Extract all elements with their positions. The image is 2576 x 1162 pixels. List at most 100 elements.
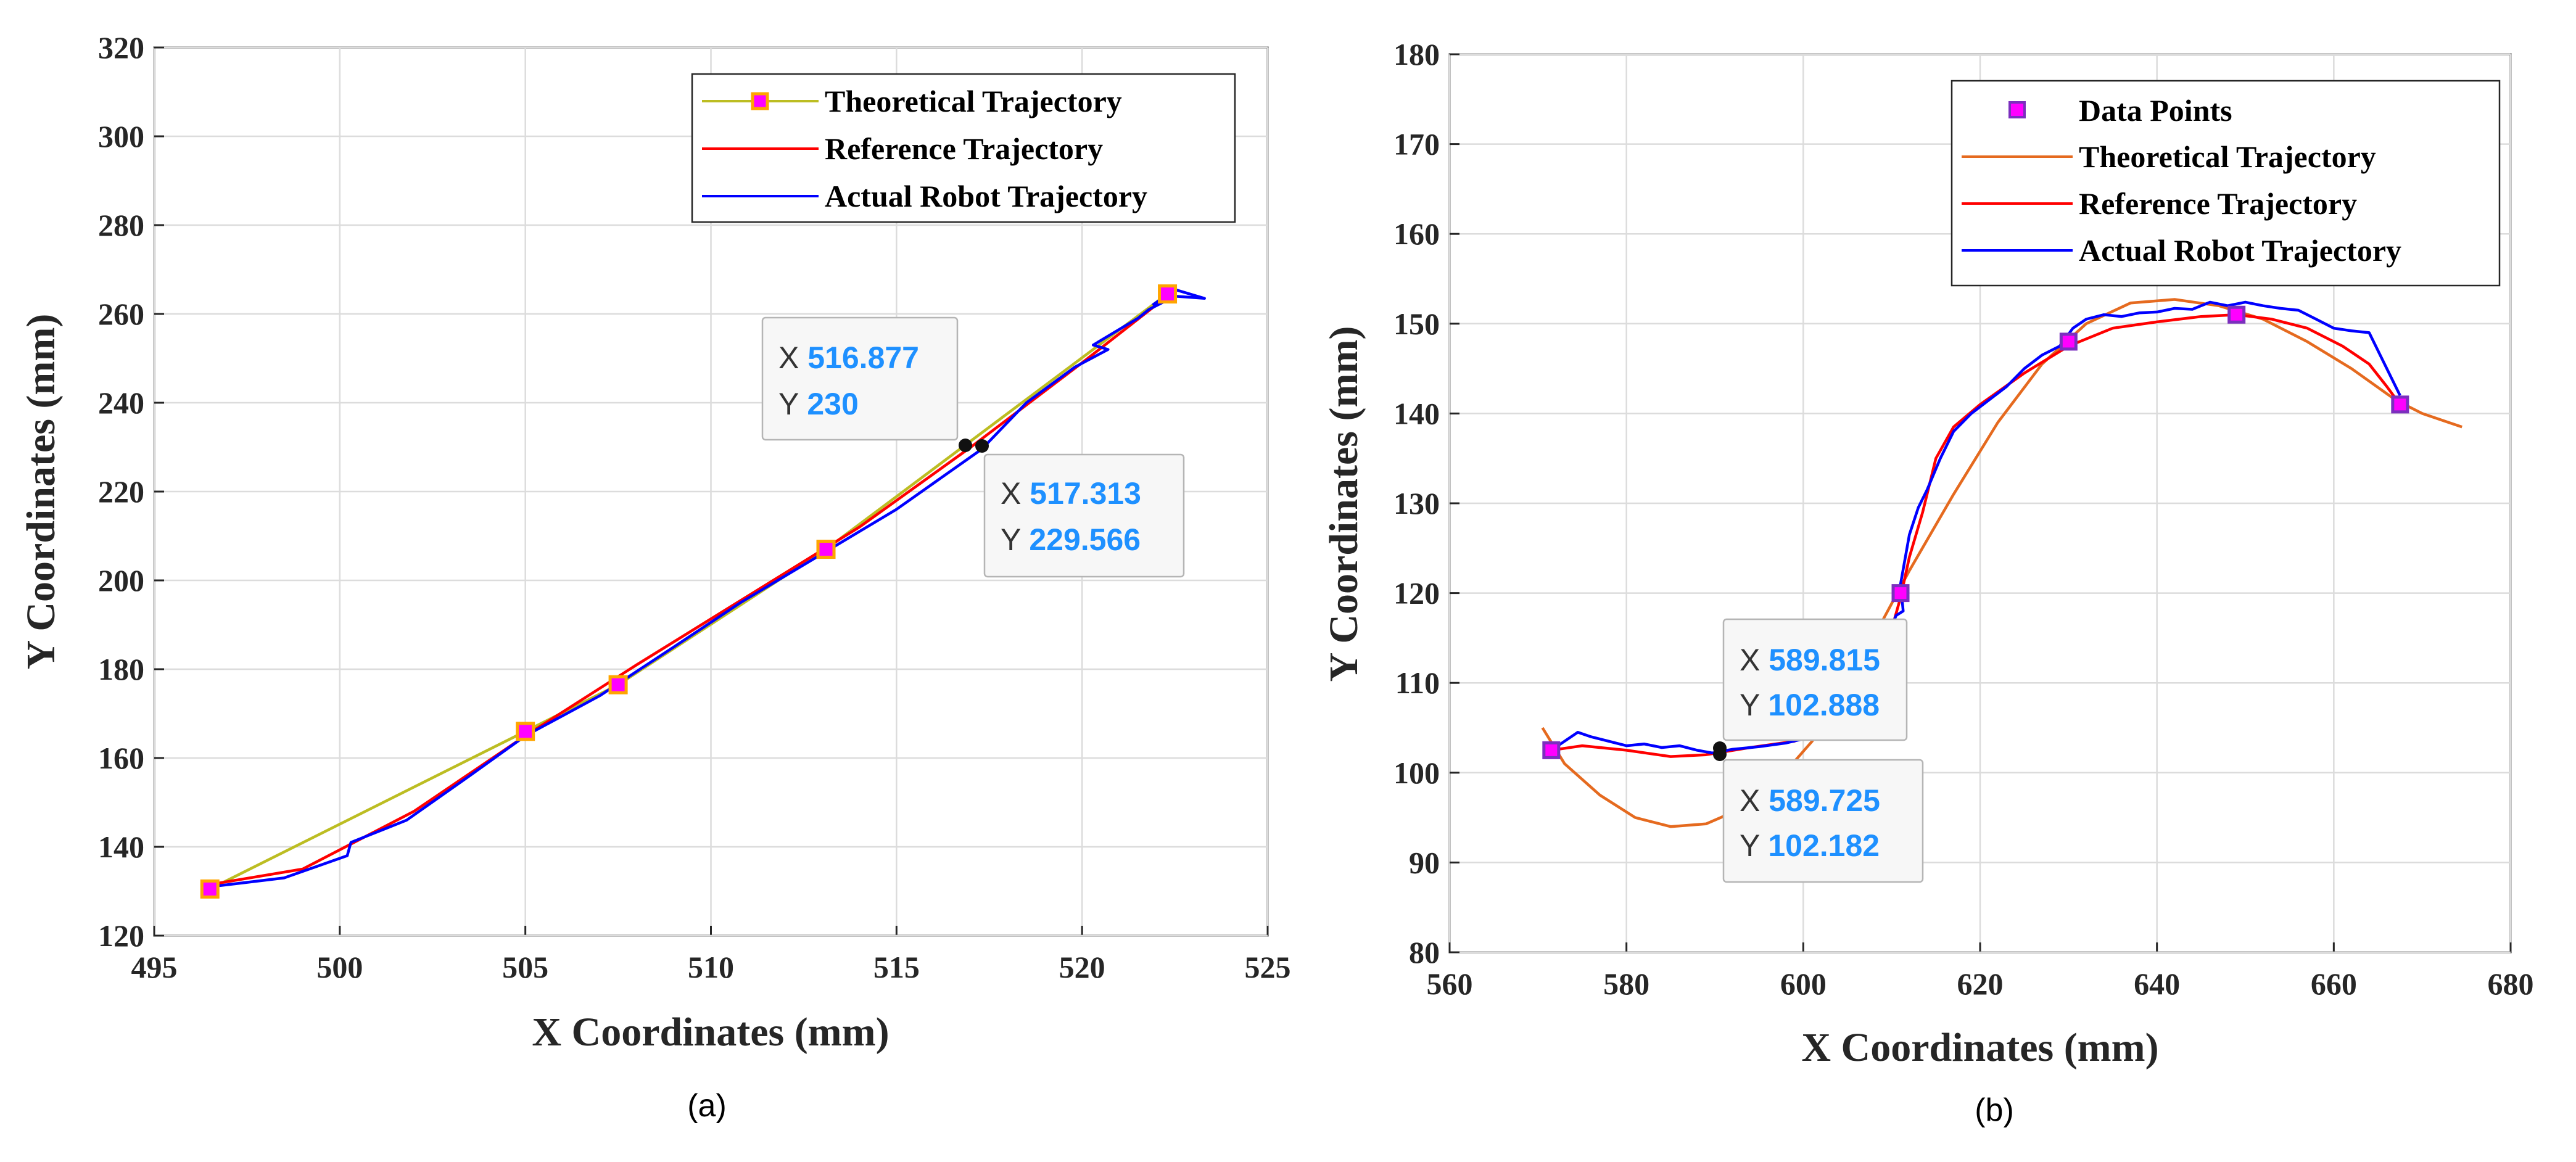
x-tick-label: 680 bbox=[2488, 966, 2534, 1001]
data-point-marker-a bbox=[1158, 284, 1178, 304]
y-tick-label: 110 bbox=[1395, 665, 1440, 700]
y-tick-label: 170 bbox=[1393, 127, 1440, 162]
datatip-point-b2[interactable] bbox=[1713, 748, 1727, 761]
datatip-a1[interactable]: X 516.877 Y 230 bbox=[761, 316, 959, 441]
x-tick-label: 510 bbox=[688, 950, 734, 984]
y-ticks-b: 80 90 100 110 120 130 140 150 160 170 180 bbox=[1393, 37, 1440, 970]
datatip-x-value-b2: 589.725 bbox=[1769, 783, 1880, 818]
x-ticks-b: 560 580 600 620 640 660 680 bbox=[1427, 966, 2534, 1001]
markers-a bbox=[200, 284, 1178, 899]
y-tick-label: 120 bbox=[98, 918, 144, 953]
y-tick-label: 240 bbox=[98, 385, 144, 420]
y-tick-label: 180 bbox=[1393, 37, 1440, 72]
x-tick-label: 520 bbox=[1059, 950, 1105, 984]
x-tick-label: 640 bbox=[2134, 966, 2180, 1001]
legend-label-datapoints-b: Data Points bbox=[2079, 93, 2232, 128]
data-point-marker-b bbox=[2227, 305, 2246, 324]
datatip-x-label-b2: X bbox=[1740, 783, 1769, 818]
legend-entry-actual-b: Actual Robot Trajectory bbox=[1962, 233, 2401, 268]
x-axis-title-a: X Coordinates (mm) bbox=[532, 1010, 889, 1055]
datatip-point-a1[interactable] bbox=[959, 439, 972, 452]
datatip-point-a2[interactable] bbox=[975, 439, 989, 453]
legend-label-actual-a: Actual Robot Trajectory bbox=[825, 179, 1147, 213]
y-axis-title-a: Y Coordinates (mm) bbox=[19, 314, 64, 670]
datatip-x-label-a2: X bbox=[1001, 476, 1030, 511]
legend-entry-actual-a: Actual Robot Trajectory bbox=[702, 179, 1147, 213]
data-point-marker-a bbox=[608, 675, 628, 694]
svg-text:X 517.313: X 517.313 bbox=[1001, 476, 1141, 511]
datatip-x-label-a1: X bbox=[778, 340, 807, 375]
datatip-x-value-a2: 517.313 bbox=[1030, 476, 1141, 511]
svg-text:X 589.725: X 589.725 bbox=[1740, 783, 1880, 818]
datatip-x-label-b1: X bbox=[1740, 643, 1769, 677]
y-ticks-a: 120 140 160 180 200 220 240 260 280 300 320 bbox=[98, 30, 144, 953]
markers-b bbox=[1542, 305, 2409, 759]
data-point-marker-b bbox=[1891, 584, 1910, 603]
y-tick-label: 140 bbox=[1393, 396, 1440, 431]
y-tick-label: 160 bbox=[1393, 216, 1440, 251]
legend-marker-theoretical-a bbox=[751, 92, 769, 110]
datatip-box-b1 bbox=[1722, 618, 1908, 741]
data-point-marker-b bbox=[2391, 395, 2409, 414]
chart-b: 80 90 100 110 120 130 140 150 160 170 180 560 580 60… bbox=[1321, 37, 2534, 1128]
datatip-y-value-a1: 230 bbox=[807, 387, 858, 421]
datatip-box-a2 bbox=[983, 453, 1185, 578]
x-axis-title-b: X Coordinates (mm) bbox=[1801, 1025, 2158, 1070]
datatip-b1[interactable]: X 589.815 Y 102.888 bbox=[1722, 618, 1908, 741]
legend-label-theoretical-a: Theoretical Trajectory bbox=[825, 84, 1122, 118]
y-tick-label: 220 bbox=[98, 474, 144, 509]
svg-text:Y 102.182: Y 102.182 bbox=[1740, 828, 1880, 863]
y-tick-label: 80 bbox=[1409, 935, 1440, 970]
x-tick-label: 505 bbox=[502, 950, 548, 984]
y-tick-label: 300 bbox=[98, 119, 144, 154]
y-tick-label: 150 bbox=[1393, 307, 1440, 341]
y-tick-label: 120 bbox=[1393, 576, 1440, 611]
datatip-y-label-b2: Y bbox=[1740, 828, 1768, 863]
svg-text:Y 229.566: Y 229.566 bbox=[1001, 522, 1141, 557]
datatip-b2[interactable]: X 589.725 Y 102.182 bbox=[1722, 759, 1924, 883]
datatip-x-value-b1: 589.815 bbox=[1769, 643, 1880, 677]
x-tick-label: 500 bbox=[316, 950, 363, 984]
legend-label-actual-b: Actual Robot Trajectory bbox=[2079, 233, 2401, 268]
data-point-marker-a bbox=[816, 540, 836, 559]
legend-label-theoretical-b: Theoretical Trajectory bbox=[2079, 139, 2376, 174]
datatip-y-label-b1: Y bbox=[1740, 688, 1768, 722]
datatip-box-b2 bbox=[1722, 759, 1924, 883]
panel-label-b: (b) bbox=[1975, 1092, 2014, 1128]
data-point-marker-b bbox=[1542, 741, 1561, 759]
series-b bbox=[1541, 298, 2462, 828]
datatip-y-label-a2: Y bbox=[1001, 522, 1029, 557]
y-axis-title-b: Y Coordinates (mm) bbox=[1321, 326, 1366, 682]
svg-text:X 589.815: X 589.815 bbox=[1740, 643, 1880, 677]
legend-label-reference-b: Reference Trajectory bbox=[2079, 186, 2357, 221]
legend-entry-reference-a: Reference Trajectory bbox=[702, 131, 1103, 166]
series-line-actual-robot-trajectory-b bbox=[1550, 300, 2401, 755]
chart-a: 120 140 160 180 200 220 240 260 280 300 320 495 500… bbox=[19, 30, 1291, 1124]
series-line-actual-robot-trajectory-a bbox=[210, 288, 1206, 889]
y-tick-label: 320 bbox=[98, 30, 144, 65]
y-tick-label: 90 bbox=[1409, 845, 1440, 880]
legend-entry-datapoints-b: Data Points bbox=[2008, 93, 2232, 128]
legend-label-reference-a: Reference Trajectory bbox=[825, 131, 1103, 166]
legend-entry-reference-b: Reference Trajectory bbox=[1962, 186, 2357, 221]
x-tick-label: 620 bbox=[1957, 966, 2004, 1001]
x-tick-label: 580 bbox=[1603, 966, 1649, 1001]
data-point-marker-b bbox=[2059, 332, 2078, 351]
svg-text:X 516.877: X 516.877 bbox=[778, 340, 919, 375]
panel-label-a: (a) bbox=[687, 1088, 727, 1124]
datatip-a2[interactable]: X 517.313 Y 229.566 bbox=[983, 453, 1185, 578]
y-tick-label: 160 bbox=[98, 741, 144, 775]
series-line-theoretical-trajectory-b bbox=[1541, 298, 2462, 828]
legend-entry-theoretical-b: Theoretical Trajectory bbox=[1962, 139, 2376, 174]
x-tick-label: 660 bbox=[2311, 966, 2357, 1001]
x-tick-label: 495 bbox=[131, 950, 178, 984]
datatip-y-value-a2: 229.566 bbox=[1029, 522, 1141, 557]
data-point-marker-a bbox=[516, 722, 535, 741]
datatip-y-value-b1: 102.888 bbox=[1768, 688, 1880, 722]
datatip-y-value-b2: 102.182 bbox=[1768, 828, 1880, 863]
data-point-marker-a bbox=[200, 879, 220, 899]
y-tick-label: 180 bbox=[98, 652, 144, 686]
svg-text:Y 230: Y 230 bbox=[778, 387, 859, 421]
x-tick-label: 525 bbox=[1245, 950, 1291, 984]
